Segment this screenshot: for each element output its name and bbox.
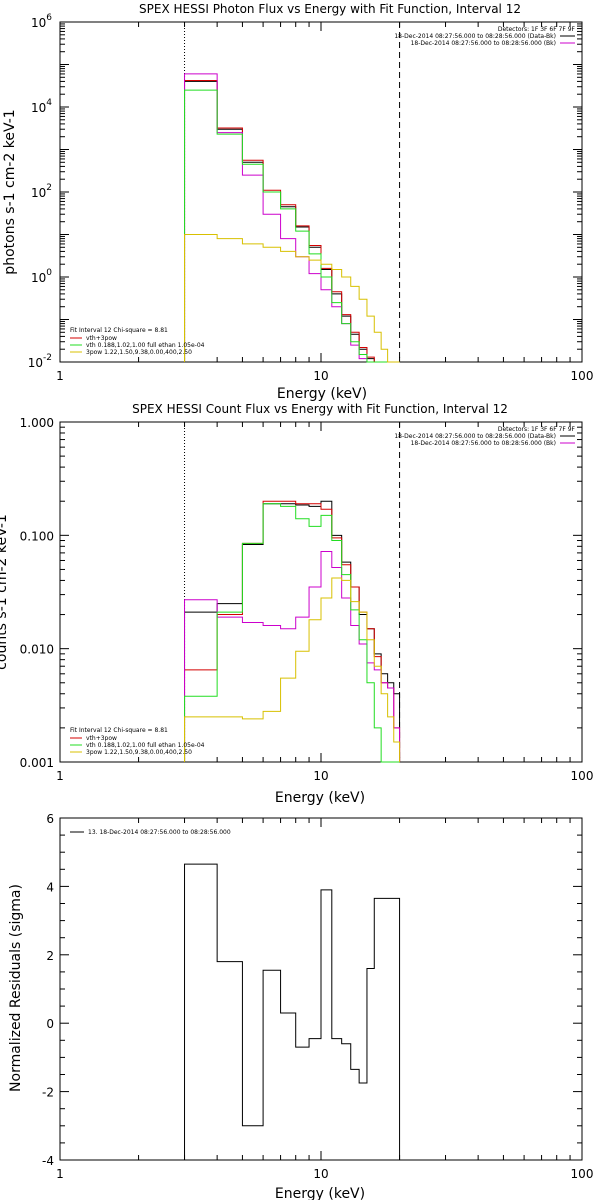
x-tick-label: 100: [571, 369, 594, 383]
x-tick-label: 100: [571, 769, 594, 783]
series-green-line: [184, 89, 400, 363]
count-y-label: counts s-1 cm-2 keV-1: [0, 514, 10, 670]
count-tick-marks: [59, 421, 583, 763]
photon-x-label: Energy (keV): [277, 386, 367, 402]
x-tick-label: 10: [313, 1167, 328, 1181]
y-tick-label: 2: [46, 949, 54, 963]
photon-legend-line2: 18-Dec-2014 08:27:56.000 to 08:28:56.000…: [411, 40, 556, 47]
photon-top-legend: Detectors: 1F 3F 6F 7F 9F 18-Dec-2014 08…: [394, 26, 575, 47]
photon-fit-label-3: 3pow 1.22,1.50,9.38,0.00,400,2.50: [86, 349, 192, 356]
y-tick-label: 104: [31, 98, 52, 115]
y-tick-label: 0.010: [20, 643, 54, 657]
series-yellow-line: [184, 234, 400, 363]
count-detectors: Detectors: 1F 3F 6F 7F 9F: [498, 426, 576, 433]
residuals-y-label: Normalized Residuals (sigma): [8, 884, 24, 1092]
x-tick-label: 1: [56, 1167, 64, 1181]
y-tick-label: 106: [31, 13, 52, 30]
count-plot-frame: [59, 421, 583, 763]
count-fit-legend: Fit Interval 12 Chi-square = 8.81 vth+3p…: [70, 727, 205, 756]
count-x-tick-labels: 1 10 100: [56, 769, 593, 783]
count-fit-label-1: vth+3pow: [86, 735, 117, 742]
count-legend-line2: 18-Dec-2014 08:27:56.000 to 08:28:56.000…: [411, 440, 556, 447]
photon-detectors: Detectors: 1F 3F 6F 7F 9F: [498, 26, 576, 33]
photon-x-tick-labels: 1 10 100: [56, 369, 593, 383]
count-y-tick-labels: 0.001 0.010 0.100 1.000: [20, 416, 54, 770]
count-flux-title: SPEX HESSI Count Flux vs Energy with Fit…: [132, 402, 508, 416]
photon-fit-header: Fit Interval 12 Chi-square = 8.81: [70, 327, 168, 334]
y-tick-label: -4: [42, 1154, 54, 1168]
residuals-legend-label: 13. 18-Dec-2014 08:27:56.000 to 08:28:56…: [88, 829, 231, 836]
photon-flux-title: SPEX HESSI Photon Flux vs Energy with Fi…: [139, 2, 521, 16]
series-red-line: [184, 80, 400, 363]
series-black-line: [184, 863, 401, 1160]
count-legend-line1: 18-Dec-2014 08:27:56.000 to 08:28:56.000…: [394, 433, 556, 440]
y-tick-label: 100: [31, 268, 52, 285]
y-tick-label: 10-2: [28, 353, 52, 370]
residuals-x-label: Energy (keV): [275, 1186, 365, 1200]
y-tick-label: 6: [46, 812, 54, 826]
series-green-line: [184, 503, 400, 763]
count-x-label: Energy (keV): [275, 790, 365, 806]
photon-tick-marks: [59, 21, 583, 363]
count-fit-label-2: vth 0.188,1.02,1.00 full ethan 1.05e-04: [86, 742, 205, 749]
count-top-legend: Detectors: 1F 3F 6F 7F 9F 18-Dec-2014 08…: [394, 426, 575, 447]
residuals-series: [184, 863, 401, 1160]
residuals-y-tick-labels: -4 -2 0 2 4 6: [42, 812, 54, 1168]
photon-energy-range-lines: [184, 22, 401, 362]
photon-plot-frame: [59, 21, 583, 363]
count-fit-label-3: 3pow 1.22,1.50,9.38,0.00,400,2.50: [86, 749, 192, 756]
residuals-panel: Energy (keV) Normalized Residuals (sigma…: [8, 812, 593, 1200]
photon-flux-panel: SPEX HESSI Photon Flux vs Energy with Fi…: [2, 2, 593, 402]
x-tick-label: 1: [56, 769, 64, 783]
series-yellow-line: [184, 577, 401, 762]
photon-y-label: photons s-1 cm-2 keV-1: [2, 109, 18, 274]
y-tick-label: 0.100: [20, 529, 54, 543]
x-tick-label: 10: [313, 369, 328, 383]
y-tick-label: 4: [46, 880, 54, 894]
count-series: [184, 500, 401, 763]
x-tick-label: 10: [313, 769, 328, 783]
series-black-line: [184, 500, 401, 762]
photon-fit-label-1: vth+3pow: [86, 335, 117, 342]
count-energy-range-lines: [184, 422, 401, 762]
y-tick-label: -2: [42, 1086, 54, 1100]
photon-series: [184, 73, 400, 363]
residuals-legend: 13. 18-Dec-2014 08:27:56.000 to 08:28:56…: [70, 829, 231, 836]
y-tick-label: 0: [46, 1017, 54, 1031]
series-magenta-line: [184, 551, 401, 762]
photon-y-tick-labels: 10-2 100 102 104 106: [28, 13, 53, 370]
series-black-line: [184, 80, 400, 363]
count-fit-header: Fit Interval 12 Chi-square = 8.81: [70, 727, 168, 734]
y-tick-label: 0.001: [20, 756, 54, 770]
count-flux-panel: SPEX HESSI Count Flux vs Energy with Fit…: [0, 402, 593, 806]
x-tick-label: 1: [56, 369, 64, 383]
photon-legend-line1: 18-Dec-2014 08:27:56.000 to 08:28:56.000…: [394, 33, 556, 40]
photon-fit-label-2: vth 0.188,1.02,1.00 full ethan 1.05e-04: [86, 342, 205, 349]
y-tick-label: 102: [31, 183, 52, 200]
x-tick-label: 100: [571, 1167, 594, 1181]
residuals-x-tick-labels: 1 10 100: [56, 1167, 593, 1181]
y-tick-label: 1.000: [20, 416, 54, 430]
photon-fit-legend: Fit Interval 12 Chi-square = 8.81 vth+3p…: [70, 327, 205, 356]
